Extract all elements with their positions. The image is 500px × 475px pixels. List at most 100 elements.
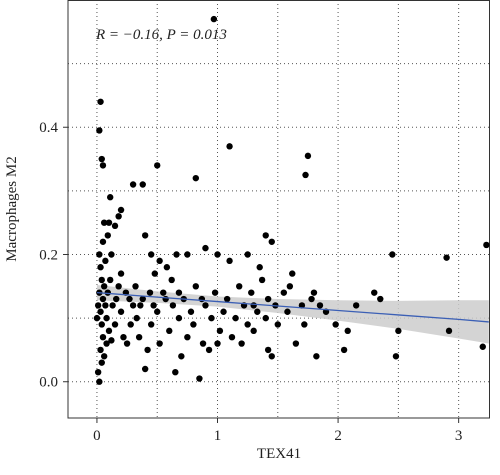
point: [268, 353, 275, 360]
point: [115, 283, 122, 290]
point: [107, 276, 114, 284]
point: [211, 289, 219, 296]
point: [139, 181, 146, 188]
point: [262, 314, 269, 322]
point: [127, 321, 134, 328]
point: [313, 353, 320, 360]
point: [117, 270, 125, 277]
point: [93, 314, 101, 322]
point: [97, 346, 104, 354]
point: [479, 343, 486, 350]
point: [99, 333, 107, 341]
point: [205, 346, 213, 354]
point: [98, 359, 105, 366]
point: [120, 333, 127, 341]
point: [352, 302, 360, 309]
point: [172, 368, 179, 376]
point: [371, 289, 378, 296]
point: [178, 353, 185, 360]
point: [173, 251, 180, 258]
point: [98, 276, 105, 284]
point: [196, 375, 203, 382]
point: [154, 162, 161, 169]
point: [254, 308, 261, 315]
point: [111, 321, 119, 328]
point: [210, 15, 218, 23]
point: [102, 302, 109, 309]
point: [274, 321, 281, 328]
point: [216, 327, 224, 335]
point: [214, 340, 221, 347]
point: [377, 295, 384, 303]
point: [150, 302, 157, 309]
point: [264, 346, 272, 354]
point: [169, 302, 177, 309]
point: [250, 302, 257, 309]
point: [109, 302, 116, 309]
point: [117, 308, 125, 315]
point: [99, 162, 107, 169]
point: [105, 219, 113, 226]
point: [302, 171, 309, 179]
point: [104, 232, 111, 239]
point: [94, 368, 102, 376]
point: [96, 251, 103, 258]
point: [395, 327, 402, 335]
point: [100, 219, 108, 226]
point: [160, 289, 167, 296]
point: [232, 314, 239, 322]
point: [268, 238, 275, 245]
point: [146, 289, 154, 296]
point: [97, 98, 104, 105]
point: [208, 314, 215, 322]
point: [264, 295, 272, 303]
point: [289, 270, 296, 277]
point: [156, 257, 163, 265]
point: [220, 308, 227, 315]
point: [147, 251, 155, 258]
point: [97, 308, 104, 315]
point: [389, 251, 396, 258]
point: [147, 321, 155, 328]
point: [244, 251, 251, 258]
point: [226, 257, 233, 265]
point: [199, 340, 207, 347]
point: [162, 295, 169, 303]
point: [332, 321, 339, 328]
point: [99, 238, 107, 245]
point: [214, 251, 221, 258]
point: [284, 308, 291, 315]
point: [223, 295, 231, 303]
point: [175, 314, 183, 322]
point: [483, 241, 490, 249]
point: [141, 365, 149, 373]
point: [129, 181, 137, 188]
point: [135, 333, 143, 341]
point: [103, 314, 110, 322]
annotation: R = −0.16, P = 0.013: [95, 27, 227, 43]
point: [228, 333, 236, 341]
x-tick-label: 0: [93, 428, 101, 444]
point: [344, 327, 351, 335]
point: [192, 283, 200, 290]
point: [133, 314, 140, 322]
point: [115, 213, 122, 220]
point: [202, 244, 209, 252]
point: [108, 251, 115, 258]
point: [166, 327, 173, 335]
point: [163, 264, 171, 271]
x-axis-label: TEX41: [257, 446, 301, 462]
point: [292, 340, 300, 347]
point: [104, 289, 111, 296]
point: [286, 283, 294, 290]
point: [308, 295, 315, 303]
point: [117, 206, 125, 214]
point: [113, 295, 120, 303]
point: [202, 302, 209, 309]
point: [129, 302, 137, 309]
point: [262, 232, 269, 239]
point: [184, 251, 191, 258]
point: [258, 276, 266, 284]
point: [144, 346, 151, 354]
point: [98, 321, 105, 328]
